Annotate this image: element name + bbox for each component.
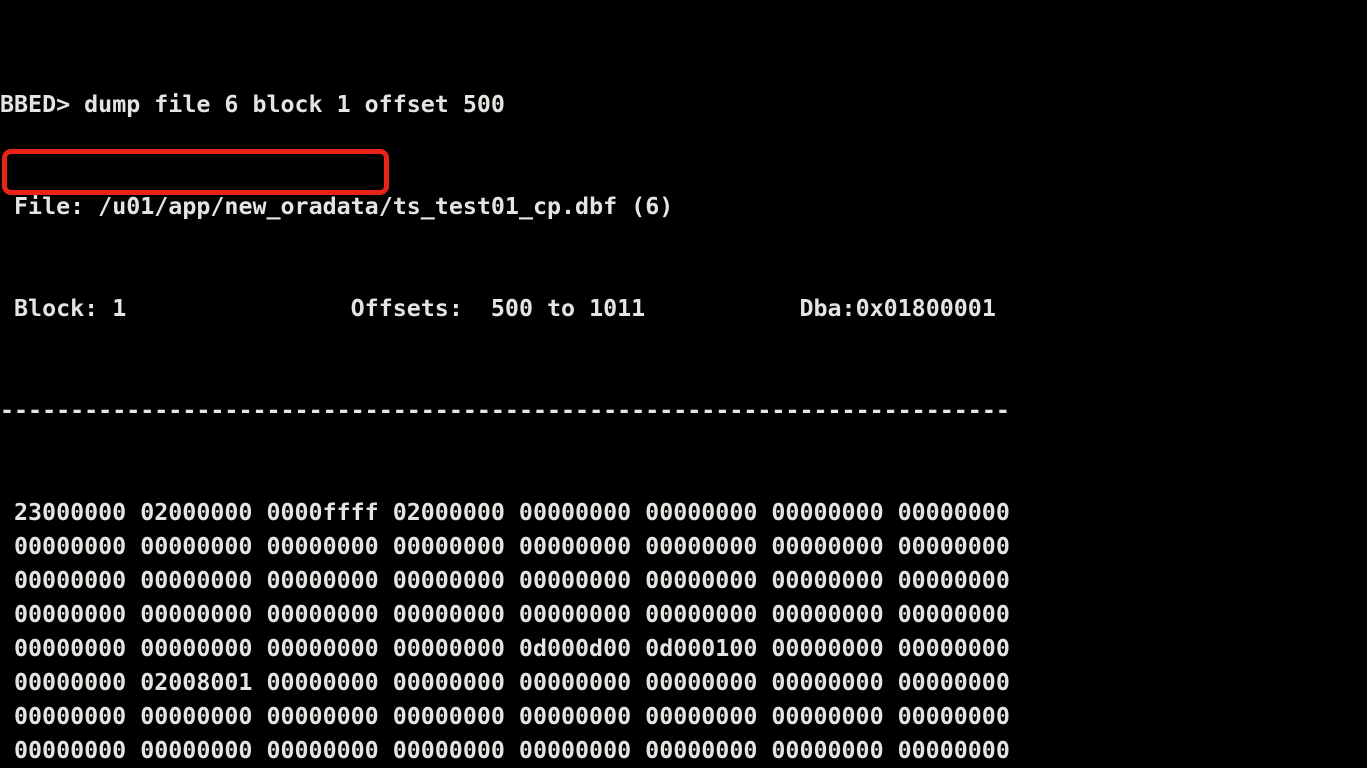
command-text: dump file 6 block 1 offset 500: [84, 91, 505, 118]
hex-row-6: 00000000 02008001 00000000 00000000 0000…: [14, 669, 1010, 696]
hex-row-1: 23000000 02000000 0000ffff 02000000 0000…: [14, 499, 1010, 526]
hex-row-3: 00000000 00000000 00000000 00000000 0000…: [14, 567, 1010, 594]
hex-row-8: 00000000 00000000 00000000 00000000 0000…: [14, 737, 1010, 764]
block-offsets-dba-line: Block: 1 Offsets: 500 to 1011 Dba:0x0180…: [0, 295, 996, 322]
hex-row-5: 00000000 00000000 00000000 00000000 0d00…: [14, 635, 1010, 662]
file-line: File: /u01/app/new_oradata/ts_test01_cp.…: [0, 193, 674, 220]
hex-row-2: 00000000 00000000 00000000 00000000 0000…: [14, 533, 1010, 560]
bbed-prompt: BBED>: [0, 91, 71, 118]
hex-row-4: 00000000 00000000 00000000 00000000 0000…: [14, 601, 1010, 628]
hex-row-7: 00000000 00000000 00000000 00000000 0000…: [14, 703, 1010, 730]
prompt-line: BBED> dump file 6 block 1 offset 500: [0, 88, 1367, 122]
separator-line: ----------------------------------------…: [0, 397, 1010, 424]
highlight-box: [2, 149, 389, 195]
hex-dump: 23000000 02000000 0000ffff 02000000 0000…: [0, 496, 1367, 768]
